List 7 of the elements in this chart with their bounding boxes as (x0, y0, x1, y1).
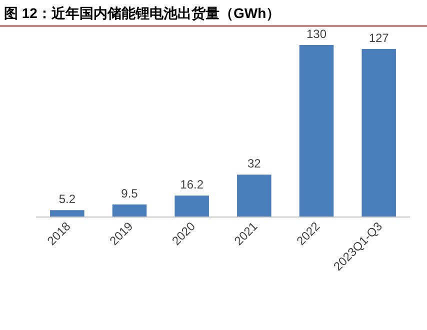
data-label: 130 (306, 27, 327, 41)
data-label: 9.5 (121, 186, 138, 200)
data-label: 16.2 (180, 178, 204, 192)
data-label: 127 (368, 30, 389, 45)
title: 图 12：近年国内储能锂电池出货量（GWh） (4, 5, 280, 21)
data-label: 32 (247, 156, 261, 171)
data-label: 5.2 (58, 192, 76, 206)
